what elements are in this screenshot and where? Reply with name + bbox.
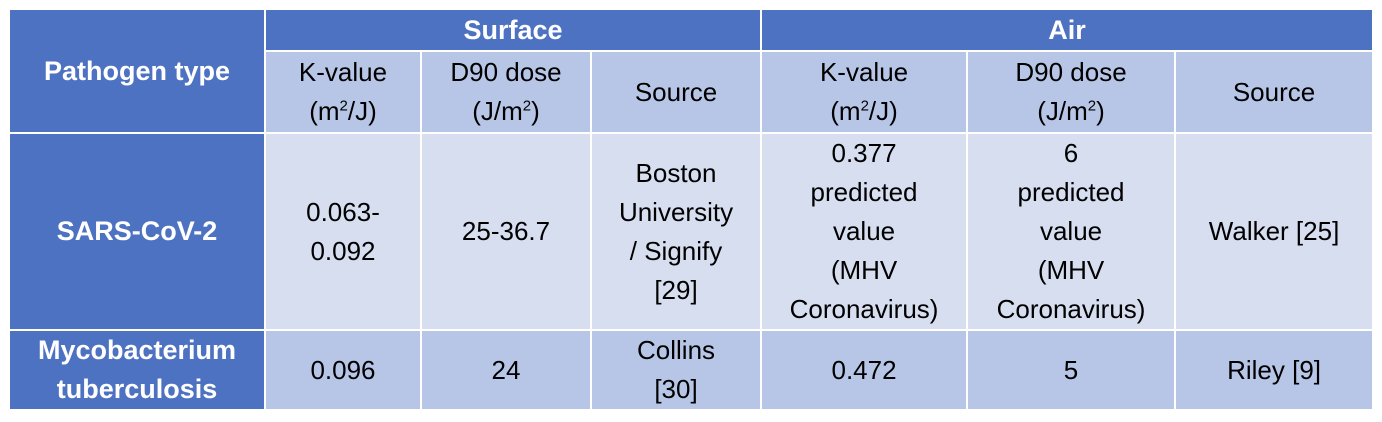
cell-line: Coronavirus) [996, 294, 1146, 324]
k-value-unit-post: /J) [347, 96, 377, 126]
subheader-surface-source: Source [589, 50, 763, 134]
row-header-pathogen: Mycobacterium tuberculosis [8, 329, 266, 411]
subheader-surface-d90-dose: D90 dose (J/m2) [420, 50, 592, 134]
cell-line: Coronavirus) [789, 294, 939, 324]
k-value-unit-pre: (m [830, 96, 861, 126]
cell-surface-d90-dose: 25-36.7 [420, 132, 592, 331]
cell-line: value [1039, 216, 1103, 246]
subheader-air-source: Source [1174, 50, 1375, 134]
d90-unit-sup: 2 [522, 97, 532, 115]
cell-air-d90-dose: 6 predicted value (MHV Coronavirus) [966, 132, 1177, 331]
table-row: Mycobacterium tuberculosis 0.096 24 Coll… [8, 329, 1375, 411]
cell-line: University [618, 196, 734, 227]
cell-line: (MHV [830, 255, 898, 285]
subheader-surface-k-value: K-value (m2/J) [264, 50, 422, 134]
cell-surface-d90-dose: 24 [420, 329, 592, 411]
cell-air-d90-dose: 5 [966, 329, 1177, 411]
pathogen-uv-table: Pathogen type Surface Air K-value (m2/J)… [8, 8, 1375, 411]
cell-air-k-value: 0.377 predicted value (MHV Coronavirus) [760, 132, 969, 331]
d90-unit-post: ) [1096, 96, 1105, 126]
group-header-surface: Surface [263, 8, 763, 52]
d90-label: D90 dose [450, 57, 562, 87]
cell-line: 0.092 [310, 235, 376, 266]
cell-surface-source: Collins [30] [589, 329, 763, 411]
cell-line: tuberculosis [56, 374, 218, 404]
d90-unit-sup: 2 [1087, 97, 1097, 115]
cell-line: 0.377 [831, 138, 897, 168]
cell-surface-source: Boston University / Signify [29] [589, 132, 763, 331]
cell-line: predicted [810, 177, 918, 207]
d90-label: D90 dose [1015, 57, 1127, 87]
d90-unit-pre: (J/m [472, 96, 523, 126]
cell-line: Boston [635, 157, 717, 188]
cell-line: [30] [654, 374, 698, 404]
group-header-air: Air [760, 8, 1375, 52]
corner-header-pathogen-type: Pathogen type [8, 8, 266, 134]
k-value-label: K-value [298, 57, 388, 87]
k-value-unit-sup: 2 [860, 97, 869, 115]
subheader-air-k-value: K-value (m2/J) [760, 50, 969, 134]
cell-line: / Signify [629, 235, 723, 266]
row-header-pathogen: SARS-CoV-2 [8, 132, 266, 331]
cell-air-source: Walker [25] [1174, 132, 1375, 331]
subheader-air-d90-dose: D90 dose (J/m2) [966, 50, 1177, 134]
k-value-unit-pre: (m [309, 96, 340, 126]
cell-air-k-value: 0.472 [760, 329, 969, 411]
k-value-unit-post: /J) [868, 96, 898, 126]
cell-surface-k-value: 0.096 [264, 329, 422, 411]
cell-line: 0.063- [306, 196, 380, 227]
cell-line: Mycobacterium [37, 335, 237, 365]
k-value-label: K-value [819, 57, 909, 87]
cell-line: Collins [637, 335, 716, 365]
cell-line: value [832, 216, 896, 246]
cell-air-source: Riley [9] [1174, 329, 1375, 411]
cell-line: (MHV [1037, 255, 1105, 285]
k-value-unit-sup: 2 [339, 97, 348, 115]
cell-line: [29] [654, 274, 698, 305]
cell-surface-k-value: 0.063- 0.092 [264, 132, 422, 331]
cell-line: 6 [1063, 138, 1079, 168]
d90-unit-post: ) [531, 96, 540, 126]
cell-line: predicted [1017, 177, 1125, 207]
d90-unit-pre: (J/m [1037, 96, 1088, 126]
table-row: SARS-CoV-2 0.063- 0.092 25-36.7 Boston U… [8, 132, 1375, 331]
